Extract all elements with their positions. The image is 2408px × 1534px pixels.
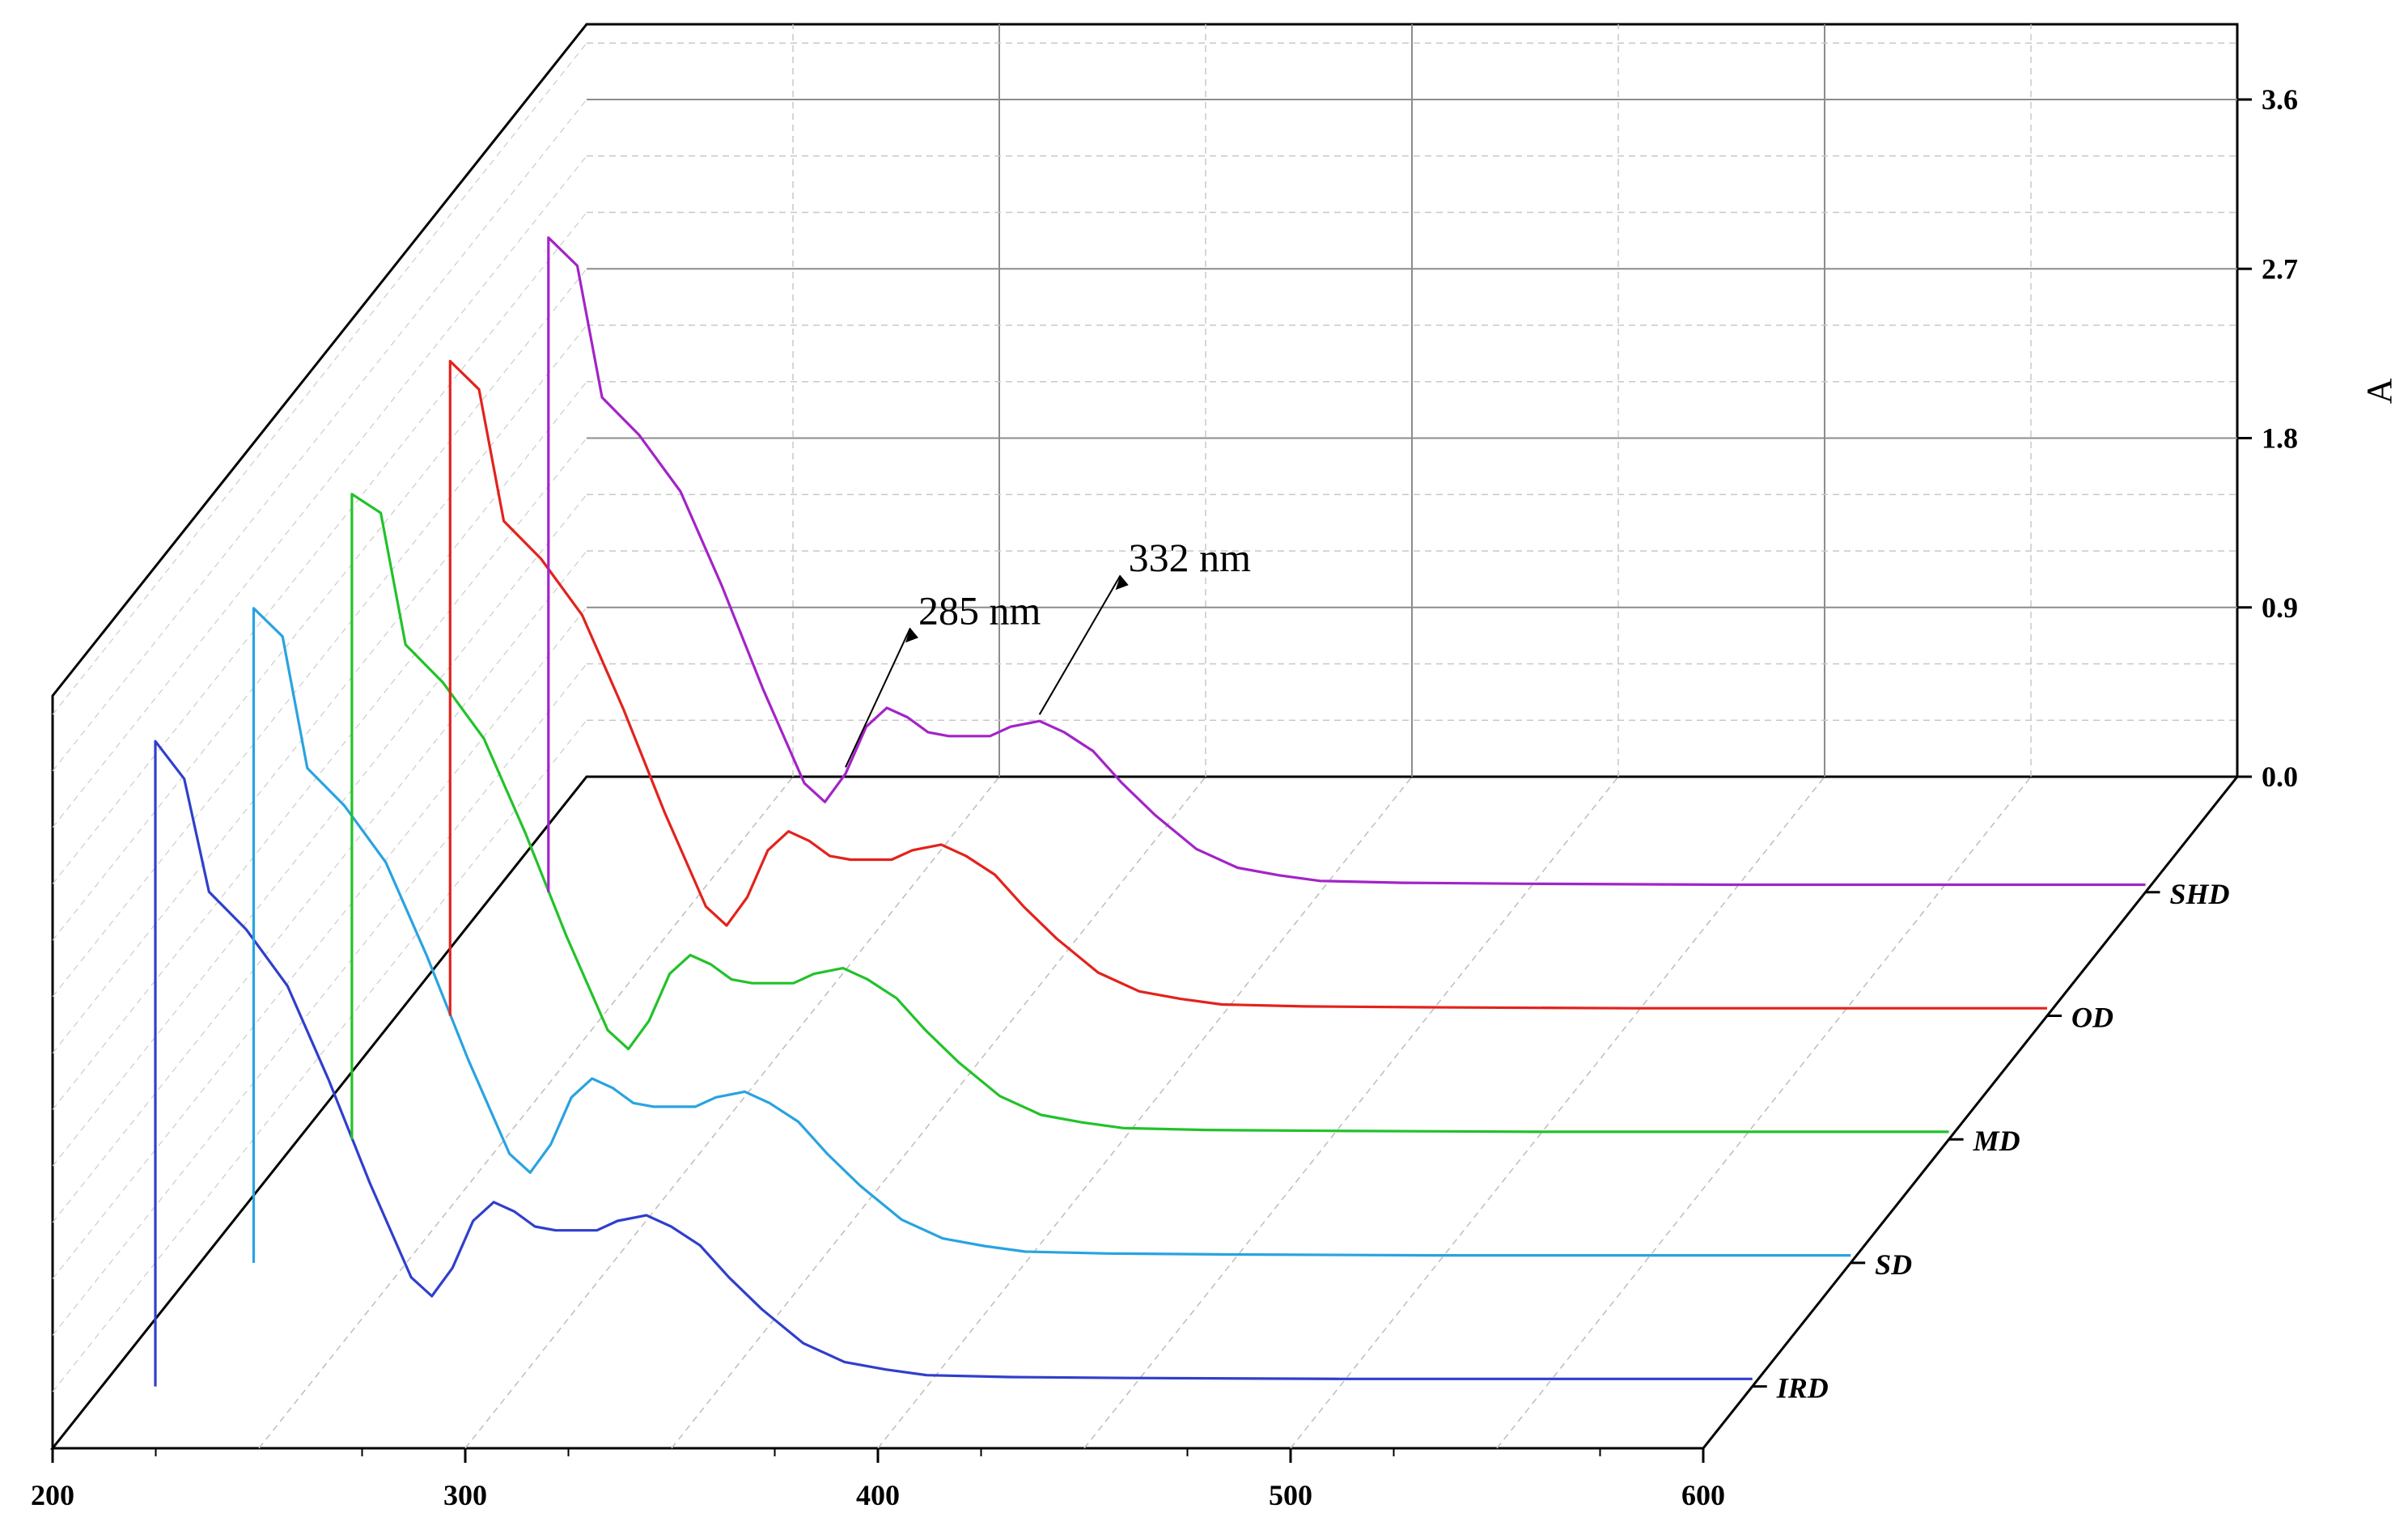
floor-outline — [49, 775, 2241, 1450]
z-tick-label: 3.6 — [2262, 83, 2298, 116]
side-wall-grid-line — [52, 155, 587, 828]
side-wall-grid-line — [52, 42, 587, 715]
z-tick-label: 2.7 — [2262, 252, 2298, 285]
side-wall-grid-line — [52, 438, 587, 1110]
side-wall-grid-line — [52, 99, 587, 772]
side-wall-grid-line — [52, 607, 587, 1280]
series-label: OD — [2071, 1001, 2113, 1033]
side-wall-grid-line — [52, 324, 587, 998]
z-tick-label: 0.0 — [2262, 761, 2298, 793]
annotation-arrow — [1038, 574, 1121, 715]
series-label: SD — [1875, 1248, 1912, 1281]
z-tick-label: 1.8 — [2262, 422, 2298, 455]
annotation-label: 332 nm — [1129, 535, 1252, 580]
chart-grid — [52, 24, 2237, 1449]
spectra-traces — [154, 236, 2146, 1387]
series-line — [154, 739, 1753, 1387]
z-tick-label: 0.9 — [2262, 591, 2298, 624]
side-wall-grid-line — [52, 268, 587, 941]
x-tick-label: 300 — [443, 1479, 487, 1511]
x-tick-label: 200 — [31, 1479, 74, 1511]
x-tick-label: 600 — [1681, 1479, 1725, 1511]
series-label: IRD — [1776, 1372, 1829, 1405]
side-wall-grid-line — [52, 550, 587, 1223]
chart-labels: 200 300 400 500 600 0.0 0.9 1.8 2.7 3.6 IRD SD MD OD S… — [31, 83, 2298, 1511]
x-tick-label: 500 — [1269, 1479, 1312, 1511]
annotation-arrow — [845, 627, 911, 768]
series-label: SHD — [2169, 878, 2229, 910]
floor-grid-line — [1083, 776, 1619, 1449]
x-tick-label: 400 — [856, 1479, 900, 1511]
series-line — [448, 359, 2047, 1016]
series-line — [547, 236, 2146, 892]
side-wall-grid-line — [52, 719, 587, 1392]
side-wall-grid-line — [52, 663, 587, 1336]
floor-grid-line — [1496, 776, 2032, 1449]
floor-grid-line — [464, 776, 1000, 1449]
series-label: MD — [1973, 1125, 2020, 1157]
series-line — [252, 607, 1851, 1263]
side-wall-grid-line — [52, 494, 587, 1167]
floor-grid-line — [1290, 776, 1825, 1449]
floor-grid-line — [258, 776, 794, 1449]
annotation-label: 285 nm — [918, 587, 1041, 633]
series-line — [350, 493, 1949, 1140]
floor-grid-line — [671, 776, 1206, 1449]
side-wall-grid-line — [52, 212, 587, 884]
wall-outline — [51, 23, 2239, 1448]
arrow-head-icon — [1115, 575, 1129, 591]
floor-grid-line — [877, 776, 1413, 1449]
side-wall-grid-line — [52, 381, 587, 1054]
chart-walls — [49, 23, 2241, 1450]
z-axis-title: A — [2359, 378, 2399, 404]
arrow-head-icon — [905, 628, 918, 643]
